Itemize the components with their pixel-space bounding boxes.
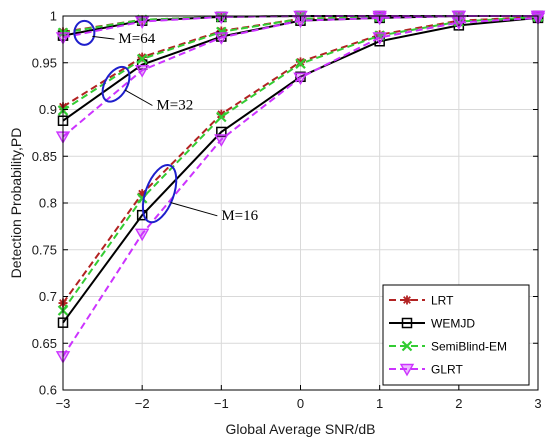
y-tick-label: 0.85: [32, 149, 57, 164]
annotation-label: M=32: [156, 98, 193, 114]
legend-item: WEMJD: [389, 317, 475, 331]
legend-label: WEMJD: [431, 317, 475, 331]
data-point-marker: [216, 126, 227, 138]
annotation-ellipse: [101, 65, 131, 103]
x-tick-label: 3: [534, 396, 541, 411]
legend-marker: [401, 317, 413, 329]
y-tick-label: 0.95: [32, 55, 57, 70]
legend-item: SemiBlind-EM: [389, 340, 507, 354]
annotation-ellipse: [73, 19, 96, 46]
data-point-marker: [137, 189, 147, 199]
y-tick-label: 0.6: [39, 383, 57, 398]
annotations: M=64 M=32 M=16: [73, 19, 259, 224]
data-point-marker: [214, 32, 229, 45]
annotation-ellipse: [141, 164, 178, 224]
x-tick-label: 2: [455, 396, 462, 411]
axis-ticks: −3 −2 −1 0 1 2 3 0.6 0.65 0.7 0.75 0.8 0.85 0.9 0.95 1: [32, 9, 542, 412]
y-tick-label: 0.9: [39, 102, 57, 117]
data-point-marker: [134, 65, 150, 78]
legend-label: SemiBlind-EM: [431, 340, 507, 354]
data-point-marker: [216, 111, 227, 123]
y-tick-label: 0.7: [39, 289, 57, 304]
data-point-marker: [137, 52, 147, 62]
x-tick-label: −1: [214, 396, 229, 411]
data-point-marker: [136, 53, 148, 65]
data-point-marker: [293, 72, 308, 86]
legend-marker: [399, 363, 415, 377]
data-point-marker: [372, 32, 387, 45]
data-point-marker: [216, 109, 226, 119]
legend-marker: [402, 295, 412, 305]
legend-item: LRT: [389, 294, 454, 308]
legend-label: LRT: [431, 294, 454, 308]
y-tick-label: 0.75: [32, 242, 57, 257]
legend-item: GLRT: [389, 363, 463, 377]
x-axis-label: Global Average SNR/dB: [226, 421, 376, 437]
data-point-marker: [216, 26, 227, 38]
annotation-label: M=64: [118, 31, 155, 47]
legend-marker: [401, 340, 413, 352]
y-axis-label: Detection Probability,PD: [8, 128, 24, 279]
legend-label: GLRT: [431, 363, 463, 377]
annotation-leader-line: [92, 35, 115, 40]
x-tick-label: 0: [297, 396, 304, 411]
y-tick-label: 0.8: [39, 196, 57, 211]
data-point-marker: [214, 134, 229, 147]
series-line: [62, 16, 539, 357]
x-tick-label: −2: [135, 396, 150, 411]
y-tick-label: 1: [50, 9, 57, 24]
y-tick-label: 0.65: [32, 336, 57, 351]
annotation-label: M=16: [221, 208, 258, 224]
data-point-marker: [295, 58, 306, 69]
annotation-leader-line: [124, 89, 153, 106]
data-point-marker: [296, 57, 305, 67]
legend: LRT WEMJD SemiBlind-EM GLRT: [382, 284, 530, 386]
data-point-marker: [134, 228, 150, 242]
annotation-leader-line: [170, 202, 218, 217]
x-tick-label: 1: [376, 396, 383, 411]
x-tick-label: −3: [56, 396, 71, 411]
